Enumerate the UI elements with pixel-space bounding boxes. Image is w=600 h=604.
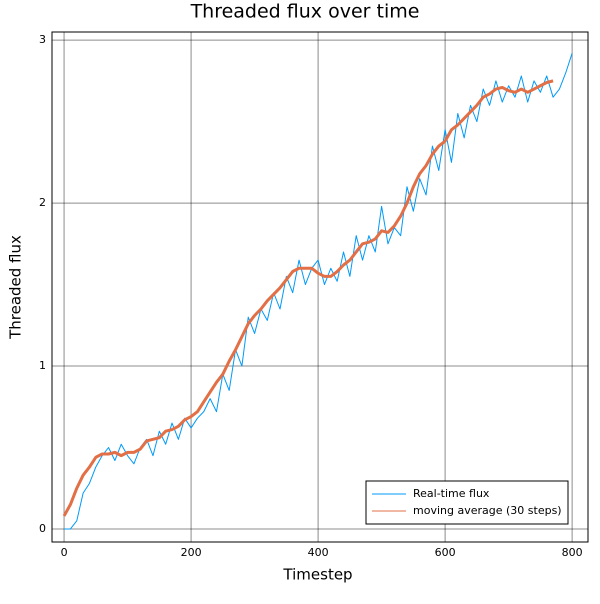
- legend-label: moving average (30 steps): [413, 504, 562, 517]
- x-tick-label: 200: [181, 546, 202, 559]
- x-tick-label: 400: [308, 546, 329, 559]
- x-tick-label: 600: [435, 546, 456, 559]
- y-tick-label: 0: [39, 522, 46, 535]
- data-line: [64, 53, 573, 530]
- chart-title: Threaded flux over time: [190, 1, 420, 23]
- x-tick-label: 0: [61, 546, 68, 559]
- y-tick-label: 2: [39, 196, 46, 209]
- y-tick-label: 3: [39, 33, 46, 46]
- y-axis-label: Threaded flux: [7, 235, 25, 340]
- y-tick-label: 1: [39, 359, 46, 372]
- data-line: [62, 79, 554, 517]
- plot-frame: [51, 31, 589, 543]
- x-tick-label: 800: [562, 546, 583, 559]
- legend-label: Real-time flux: [413, 487, 490, 500]
- x-axis-label: Timestep: [282, 566, 352, 584]
- legend-box: [365, 480, 569, 525]
